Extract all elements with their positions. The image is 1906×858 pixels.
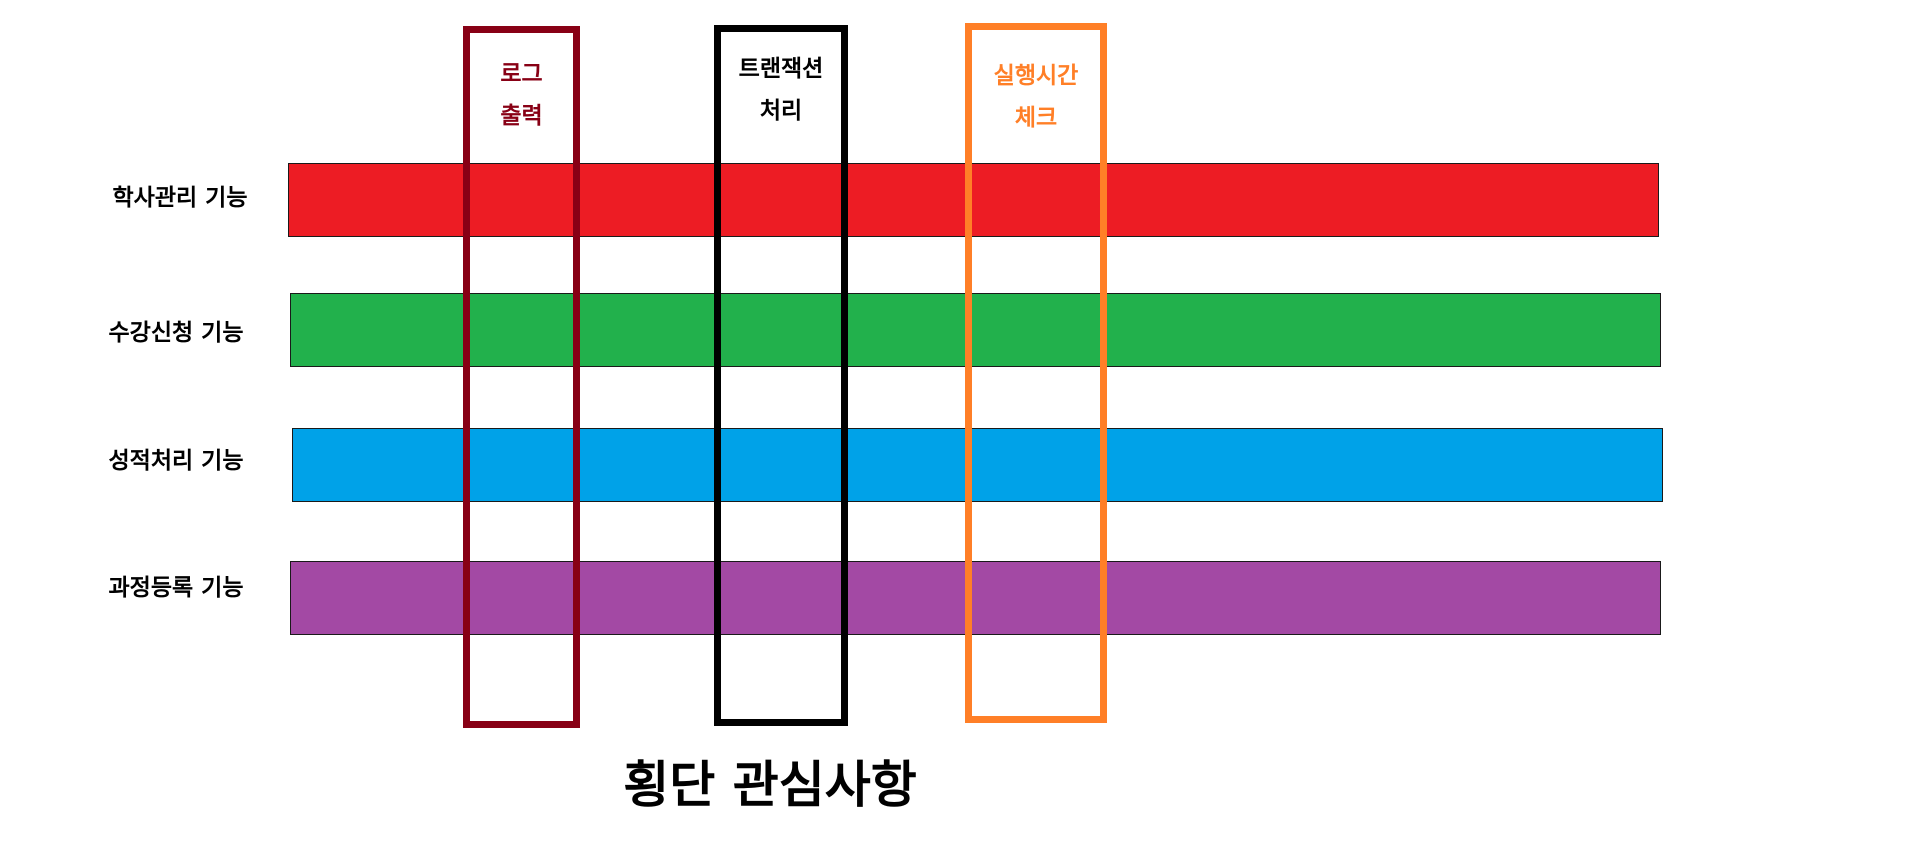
module-label-academic: 학사관리 기능 (112, 185, 248, 211)
module-band-grading (292, 428, 1663, 502)
concern-frame-execution-time (965, 23, 1107, 723)
concern-label-logging: 로그 출력 (500, 61, 543, 129)
footer-title: 횡단 관심사항 (623, 756, 917, 814)
module-label-enrollment: 수강신청 기능 (108, 320, 244, 346)
module-label-course-registration: 과정등록 기능 (108, 575, 244, 601)
concern-frame-logging (463, 26, 580, 728)
concern-frame-transaction (714, 25, 848, 726)
module-band-enrollment (290, 293, 1661, 367)
module-band-course-registration (290, 561, 1661, 635)
concern-label-transaction: 트랜잭션 처리 (738, 56, 824, 124)
module-label-grading: 성적처리 기능 (108, 448, 244, 474)
module-band-academic (288, 163, 1659, 237)
concern-label-execution-time: 실행시간 체크 (993, 63, 1079, 131)
